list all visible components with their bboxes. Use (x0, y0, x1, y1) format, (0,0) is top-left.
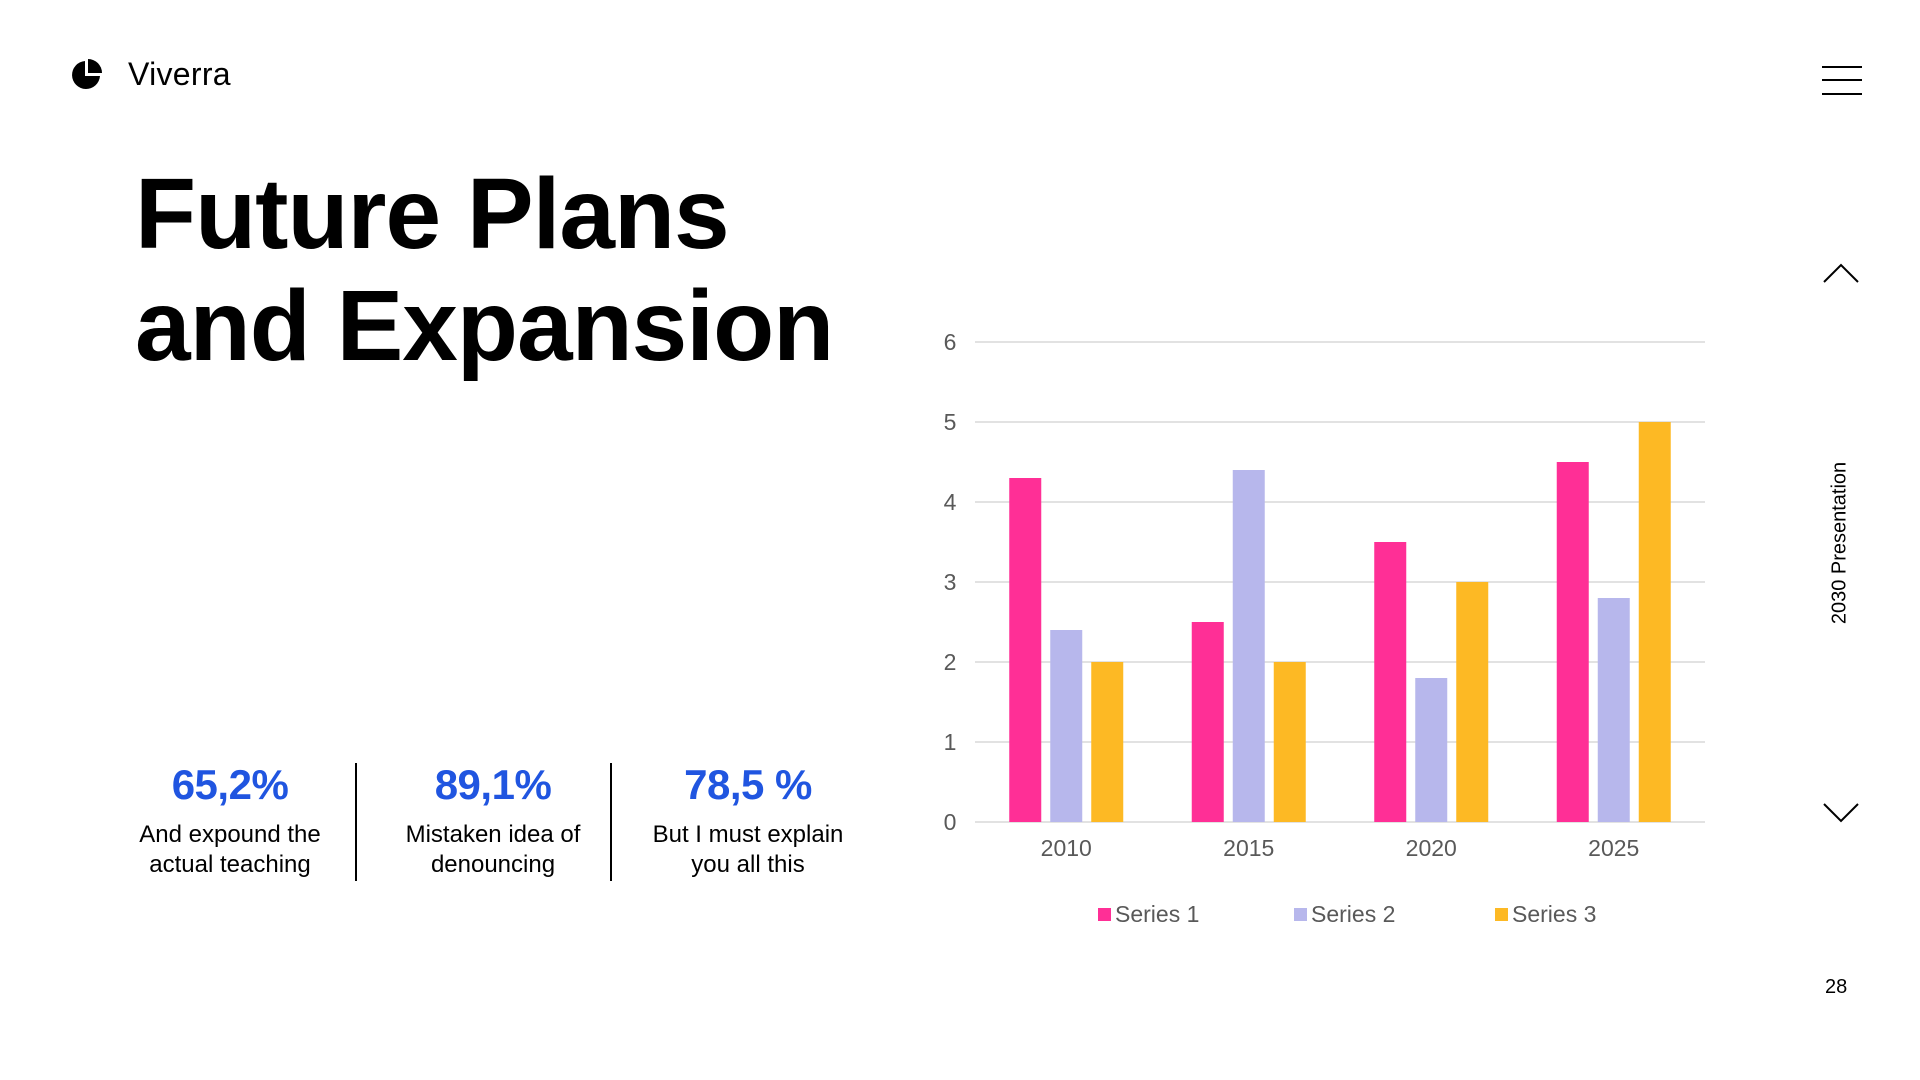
bar-series-2-2015 (1232, 470, 1265, 822)
stat-2-desc-line-1: Mistaken idea of (405, 821, 581, 848)
x-tick-label: 2025 (1588, 835, 1639, 861)
x-tick-label: 2020 (1406, 835, 1457, 861)
stat-3-description: But I must explain you all this (633, 820, 863, 880)
legend-label: Series 3 (1512, 901, 1596, 927)
chevron-up-icon[interactable] (1822, 262, 1860, 284)
pie-chart-icon (72, 58, 102, 89)
x-tick-label: 2015 (1223, 835, 1274, 861)
y-tick-label: 1 (944, 729, 957, 755)
stat-2-description: Mistaken idea of denouncing (378, 820, 608, 880)
stat-divider (610, 763, 612, 881)
page-number: 28 (1825, 976, 1848, 998)
legend-label: Series 2 (1311, 901, 1395, 927)
legend-swatch (1495, 908, 1508, 921)
bar-series-1-2020 (1374, 542, 1407, 822)
bar-series-3-2010 (1091, 662, 1124, 822)
y-tick-label: 5 (944, 409, 957, 435)
bar-series-2-2010 (1050, 630, 1083, 822)
hamburger-menu-icon[interactable] (1822, 66, 1862, 96)
stats-row: 65,2% And expound the actual teaching 89… (115, 760, 855, 881)
stat-2-value: 89,1% (434, 761, 552, 808)
legend-swatch (1294, 908, 1307, 921)
bar-series-3-2020 (1456, 582, 1489, 822)
bar-series-1-2010 (1009, 478, 1042, 822)
legend-label: Series 1 (1115, 901, 1199, 927)
y-tick-label: 0 (944, 809, 957, 835)
x-tick-label: 2010 (1041, 835, 1092, 861)
stat-1: 65,2% And expound the actual teaching (115, 760, 345, 880)
legend-swatch (1098, 908, 1111, 921)
bar-series-3-2015 (1273, 662, 1306, 822)
y-tick-label: 6 (944, 329, 957, 355)
stat-1-desc-line-1: And expound the (139, 821, 321, 848)
y-tick-label: 4 (944, 489, 957, 515)
stat-1-description: And expound the actual teaching (115, 820, 345, 880)
chevron-down-icon[interactable] (1822, 802, 1860, 824)
y-tick-label: 2 (944, 649, 957, 675)
bar-series-1-2015 (1191, 622, 1224, 822)
stat-2: 89,1% Mistaken idea of denouncing (378, 760, 608, 880)
stat-3-value: 78,5 % (684, 761, 812, 808)
stat-2-desc-line-2: denouncing (430, 851, 556, 878)
title-line-2: and Expansion (135, 270, 834, 382)
stat-3-desc-line-2: you all this (691, 851, 805, 878)
stat-1-value: 65,2% (171, 761, 289, 808)
title-line-1: Future Plans (135, 158, 730, 270)
y-tick-label: 3 (944, 569, 957, 595)
stat-divider (355, 763, 357, 881)
bar-series-2-2020 (1415, 678, 1448, 822)
brand-logo[interactable]: Viverra (70, 56, 231, 93)
bar-chart: 0 1 2 3 4 5 6 2010 2015 2020 2025 Series 1 Series 2 S… (944, 329, 1705, 927)
bar-series-2-2025 (1597, 598, 1630, 822)
stat-3-desc-line-1: But I must explain (652, 821, 844, 848)
presentation-label: 2030 Presentation (1828, 461, 1851, 625)
brand-name: Viverra (128, 56, 231, 92)
page-title: Future Plans and Expansion (135, 158, 834, 382)
stat-3: 78,5 % But I must explain you all this (633, 760, 863, 880)
stat-1-desc-line-2: actual teaching (149, 851, 311, 878)
bar-series-3-2025 (1638, 422, 1671, 822)
bar-series-1-2025 (1556, 462, 1589, 822)
